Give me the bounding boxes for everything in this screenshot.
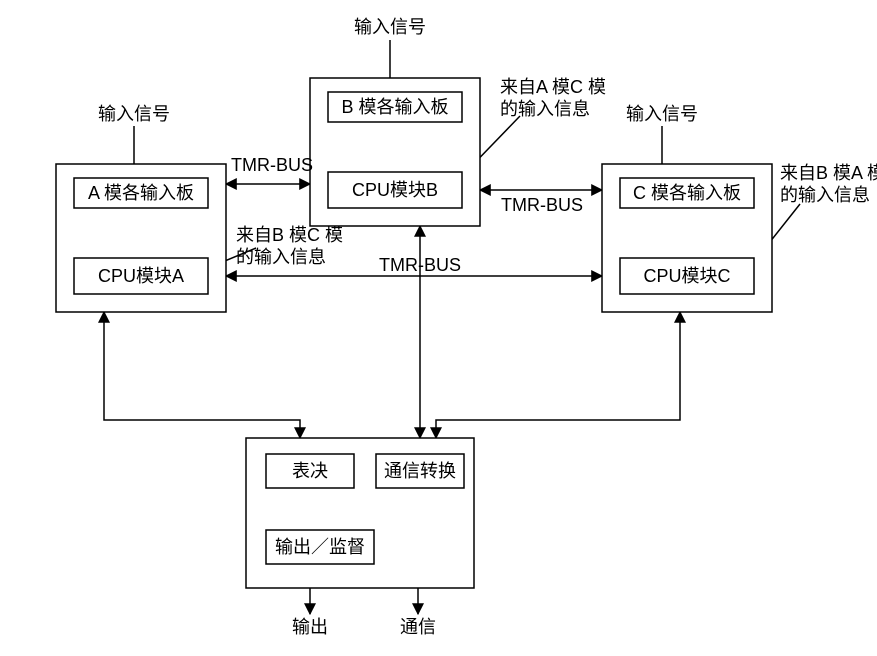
label-modC_in: C 模各输入板 [633, 183, 741, 203]
label-noteC1: 来自B 模A 模 [780, 163, 877, 183]
label-modA_in: A 模各输入板 [88, 183, 194, 203]
label-commLabel: 通信 [400, 617, 436, 637]
label-outSup: 输出／监督 [275, 537, 365, 557]
label-noteC2: 的输入信息 [780, 185, 870, 205]
label-noteA1: 来自B 模C 模 [236, 225, 343, 245]
edge-e_C_down [436, 312, 680, 438]
diagram-canvas: 输入信号输入信号输入信号A 模各输入板CPU模块AB 模各输入板CPU模块BC … [0, 0, 877, 656]
label-modB_cpu: CPU模块B [352, 180, 438, 200]
label-tmrAC: TMR-BUS [379, 255, 461, 275]
label-modA_cpu: CPU模块A [98, 266, 184, 286]
label-inSigC: 输入信号 [626, 104, 698, 124]
label-outLabel: 输出 [292, 617, 328, 637]
label-noteB1: 来自A 模C 模 [500, 77, 606, 97]
label-vote: 表决 [292, 461, 328, 481]
label-noteA2: 的输入信息 [236, 247, 326, 267]
label-noteB2: 的输入信息 [500, 99, 590, 119]
label-commConv: 通信转换 [384, 461, 456, 481]
label-tmrAB: TMR-BUS [231, 155, 313, 175]
edge-e_A_down [104, 312, 300, 438]
label-modB_in: B 模各输入板 [341, 97, 448, 117]
label-tmrBC: TMR-BUS [501, 195, 583, 215]
label-inSigB: 输入信号 [354, 17, 426, 37]
label-modC_cpu: CPU模块C [643, 266, 730, 286]
label-inSigA: 输入信号 [98, 104, 170, 124]
